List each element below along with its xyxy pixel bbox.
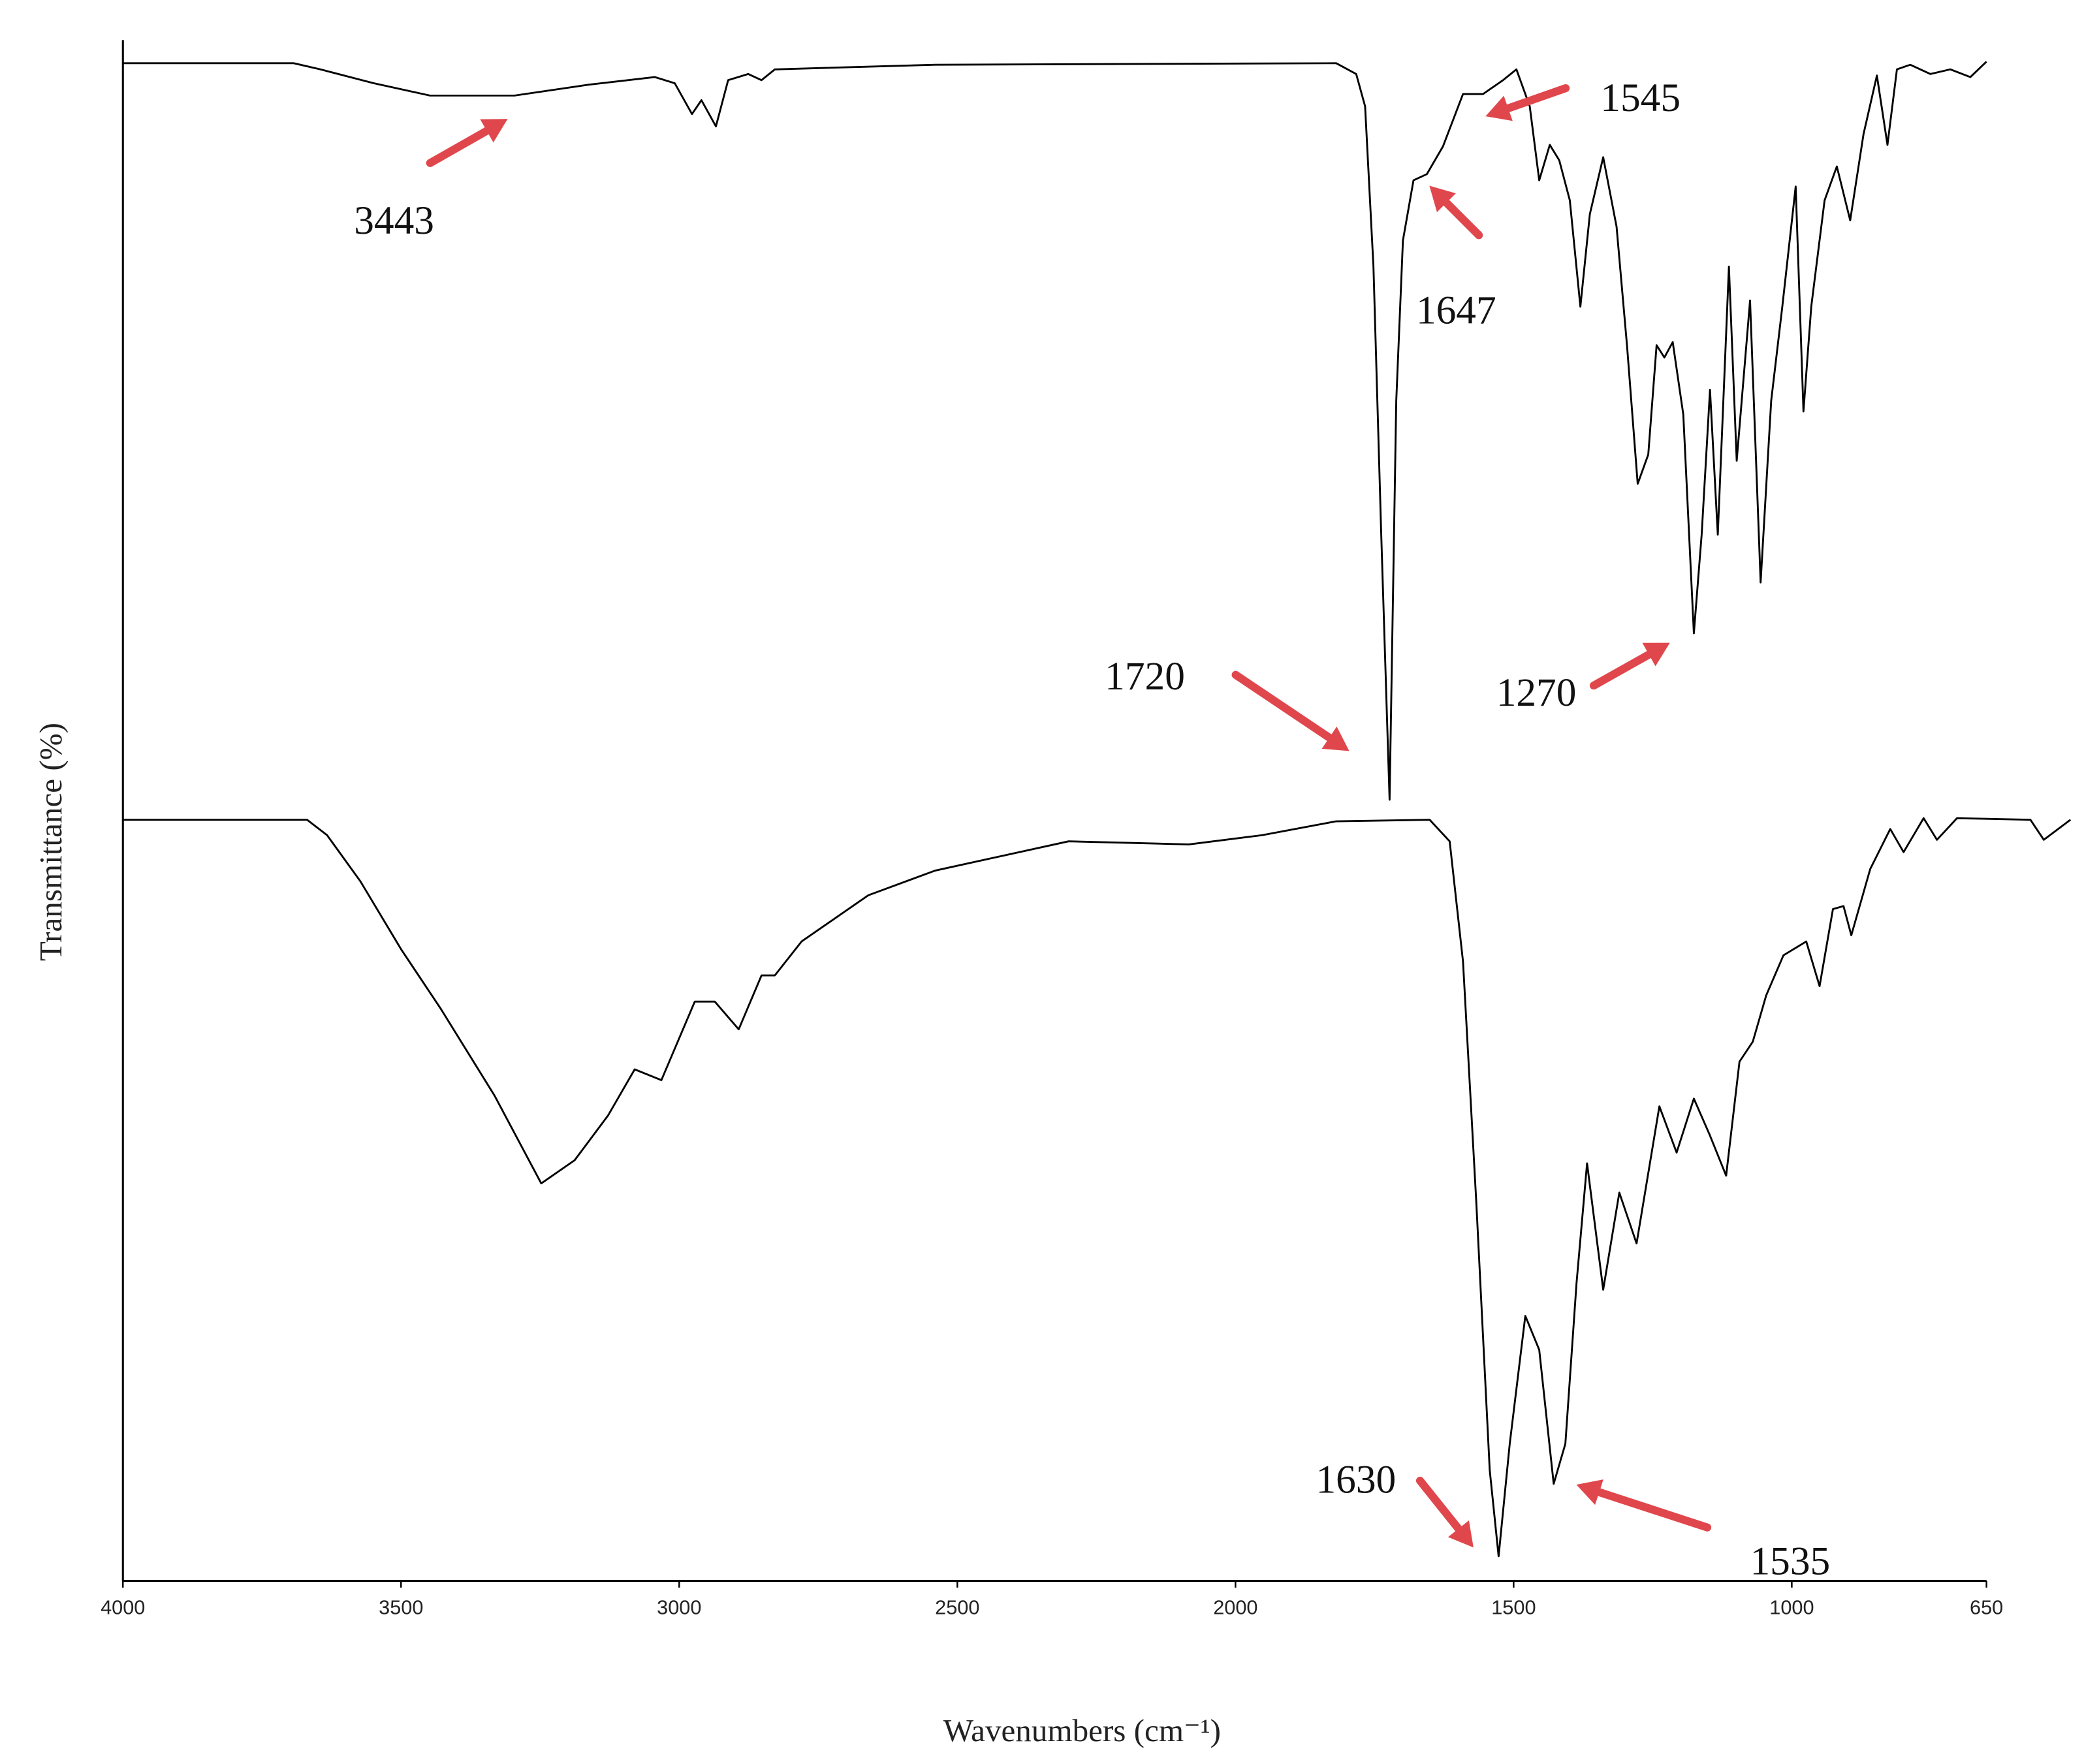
arrow-head bbox=[1321, 726, 1350, 751]
spectrum-line bbox=[123, 61, 1987, 801]
x-tick-label: 3000 bbox=[657, 1596, 701, 1619]
spectrum-line bbox=[123, 817, 2072, 1558]
peak-label: 1270 bbox=[1496, 670, 1577, 715]
peak-label: 1720 bbox=[1105, 654, 1185, 699]
arrow-head bbox=[1485, 95, 1513, 121]
arrow-shaft bbox=[1589, 650, 1653, 690]
peak-label: 3443 bbox=[354, 198, 434, 243]
x-tick-label: 1500 bbox=[1491, 1596, 1536, 1619]
x-tick-label: 4000 bbox=[101, 1596, 145, 1619]
x-tick-label: 1000 bbox=[1769, 1596, 1814, 1619]
arrow-shaft bbox=[426, 127, 491, 167]
arrow-head bbox=[480, 119, 508, 143]
arrow-head bbox=[1642, 642, 1670, 667]
arrow-head bbox=[1429, 185, 1456, 213]
x-tick-label: 3500 bbox=[379, 1596, 423, 1619]
x-tick-label: 2000 bbox=[1213, 1596, 1257, 1619]
x-axis-label: Wavenumbers (cm⁻¹) bbox=[943, 1712, 1221, 1748]
arrow-shaft bbox=[1231, 670, 1334, 742]
arrow-shaft bbox=[1504, 84, 1570, 113]
peak-label: 1545 bbox=[1600, 76, 1681, 120]
peak-label: 1630 bbox=[1316, 1457, 1396, 1502]
arrow-shaft bbox=[1442, 198, 1483, 240]
x-tick-label: 2500 bbox=[935, 1596, 979, 1619]
x-tick-label: 650 bbox=[1970, 1596, 2003, 1619]
arrow-head bbox=[1576, 1479, 1603, 1505]
arrow-shaft bbox=[1415, 1476, 1463, 1533]
peak-label: 1535 bbox=[1750, 1539, 1830, 1583]
arrow-head bbox=[1447, 1520, 1474, 1548]
peak-label: 1647 bbox=[1416, 288, 1496, 332]
y-axis-label: Transmittance (%) bbox=[33, 723, 69, 961]
arrow-shaft bbox=[1595, 1488, 1712, 1532]
